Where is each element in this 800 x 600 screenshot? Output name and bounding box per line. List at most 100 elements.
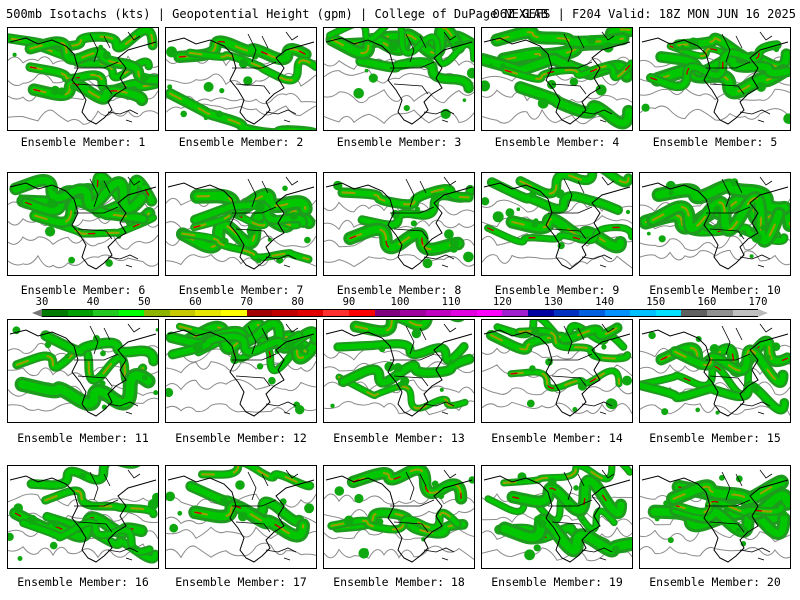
isotach-map-plot [8, 28, 158, 125]
ensemble-member-label: Ensemble Member: 4 [494, 135, 620, 149]
ensemble-member-map [7, 319, 159, 423]
ensemble-member-label: Ensemble Member: 3 [336, 135, 462, 149]
ensemble-member-map [165, 27, 317, 131]
colorbar-segment [195, 310, 222, 316]
ensemble-member-map [165, 172, 317, 276]
colorbar-segment [272, 310, 298, 316]
ensemble-member-map [481, 465, 633, 569]
map-header: 500mb Isotachs (kts) | Geopotential Heig… [6, 6, 796, 22]
colorbar-segment [579, 310, 605, 316]
isotach-map-plot [324, 320, 474, 417]
colorbar-segment [425, 310, 452, 316]
ensemble-member-label: Ensemble Member: 2 [178, 135, 304, 149]
colorbar-tick-label: 150 [646, 296, 666, 308]
colorbar-bar [42, 309, 759, 317]
ensemble-member-map [481, 27, 633, 131]
colorbar-segment [655, 310, 682, 316]
ensemble-member-label: Ensemble Member: 7 [178, 283, 304, 297]
colorbar-tick-label: 90 [342, 296, 356, 308]
ensemble-member-map [323, 465, 475, 569]
colorbar-segment [451, 310, 477, 316]
colorbar-segment [221, 310, 247, 316]
ensemble-member-map [323, 319, 475, 423]
colorbar-segment [630, 310, 656, 316]
isotach-map-plot [324, 176, 474, 270]
colorbar-tick-label: 140 [595, 296, 615, 308]
colorbar-segment [502, 310, 528, 316]
isotach-map-plot [640, 176, 790, 270]
colorbar-tick-label: 60 [189, 296, 202, 308]
ensemble-member-label: Ensemble Member: 6 [20, 283, 146, 297]
colorbar-tick-label: 80 [291, 296, 305, 308]
colorbar-segment [169, 310, 196, 316]
colorbar-tick-label: 110 [441, 296, 461, 308]
ensemble-member-map [639, 172, 791, 276]
ensemble-member-map [481, 319, 633, 423]
ensemble-member-label: Ensemble Member: 17 [175, 575, 307, 589]
colorbar-segment [681, 310, 708, 316]
isotach-map-plot [482, 466, 632, 563]
wind-speed-colorbar: 30 40 50 60 70 80 90 100 110 120 130 140 150 160 170 [32, 296, 768, 318]
colorbar-tick-label: 170 [748, 296, 768, 308]
colorbar-segment [67, 310, 94, 316]
isotach-map-plot [8, 173, 158, 270]
ensemble-member-map [323, 27, 475, 131]
header-title: 500mb Isotachs (kts) | Geopotential Heig… [6, 7, 548, 21]
colorbar-segment [42, 310, 68, 316]
colorbar-segment [400, 310, 426, 316]
ensemble-member-label: Ensemble Member: 10 [649, 283, 781, 297]
colorbar-tick-label: 130 [543, 296, 563, 308]
isotach-map-plot [482, 28, 632, 130]
colorbar-segment [476, 310, 503, 316]
ensemble-member-map [481, 172, 633, 276]
colorbar-tick-label: 30 [35, 296, 49, 308]
colorbar-segment [118, 310, 145, 316]
ensemble-member-label: Ensemble Member: 19 [491, 575, 623, 589]
ensemble-member-map [7, 465, 159, 569]
isotach-map-plot [640, 469, 790, 563]
colorbar-tick-label: 120 [492, 296, 512, 308]
ensemble-member-map [7, 27, 159, 131]
isotach-map-plot [324, 466, 474, 563]
colorbar-segment [604, 310, 631, 316]
ensemble-member-map [323, 172, 475, 276]
colorbar-tick-label: 70 [240, 296, 253, 308]
ensemble-member-label: Ensemble Member: 18 [333, 575, 465, 589]
ensemble-member-label: Ensemble Member: 12 [175, 431, 307, 445]
ensemble-member-map [639, 319, 791, 423]
isotach-map-plot [324, 28, 474, 125]
header-run-info: 06Z GEFS | F204 Valid: 18Z MON JUN 16 20… [492, 7, 796, 21]
isotach-map-plot [640, 323, 790, 417]
isotach-map-plot [8, 323, 158, 417]
ensemble-member-map [639, 465, 791, 569]
isotach-map-plot [482, 173, 632, 270]
ensemble-member-label: Ensemble Member: 1 [20, 135, 146, 149]
ensemble-member-map [165, 319, 317, 423]
isotach-map-plot [482, 320, 632, 417]
isotach-map-plot [166, 176, 316, 270]
ensemble-member-label: Ensemble Member: 9 [494, 283, 620, 297]
ensemble-member-label: Ensemble Member: 8 [336, 283, 462, 297]
colorbar-segment [93, 310, 119, 316]
ensemble-member-label: Ensemble Member: 15 [649, 431, 781, 445]
ensemble-member-map [7, 172, 159, 276]
colorbar-segment [732, 310, 759, 316]
colorbar-segment [527, 310, 554, 316]
ensemble-member-label: Ensemble Member: 14 [491, 431, 623, 445]
colorbar-segment [297, 310, 324, 316]
colorbar-tick-label: 160 [697, 296, 717, 308]
colorbar-tick-label: 40 [86, 296, 100, 308]
isotach-map-plot [8, 466, 158, 564]
colorbar-left-arrow [32, 309, 42, 317]
isotach-map-plot [166, 466, 316, 563]
ensemble-member-map [639, 27, 791, 131]
colorbar-segment [553, 310, 580, 316]
ensemble-member-map [165, 465, 317, 569]
isotach-map-plot [166, 320, 316, 417]
colorbar-segment [374, 310, 401, 316]
colorbar-segment [348, 310, 375, 316]
ensemble-member-label: Ensemble Member: 13 [333, 431, 465, 445]
colorbar-segment [246, 310, 273, 316]
ensemble-member-label: Ensemble Member: 5 [652, 135, 778, 149]
isotach-map-plot [640, 31, 790, 125]
